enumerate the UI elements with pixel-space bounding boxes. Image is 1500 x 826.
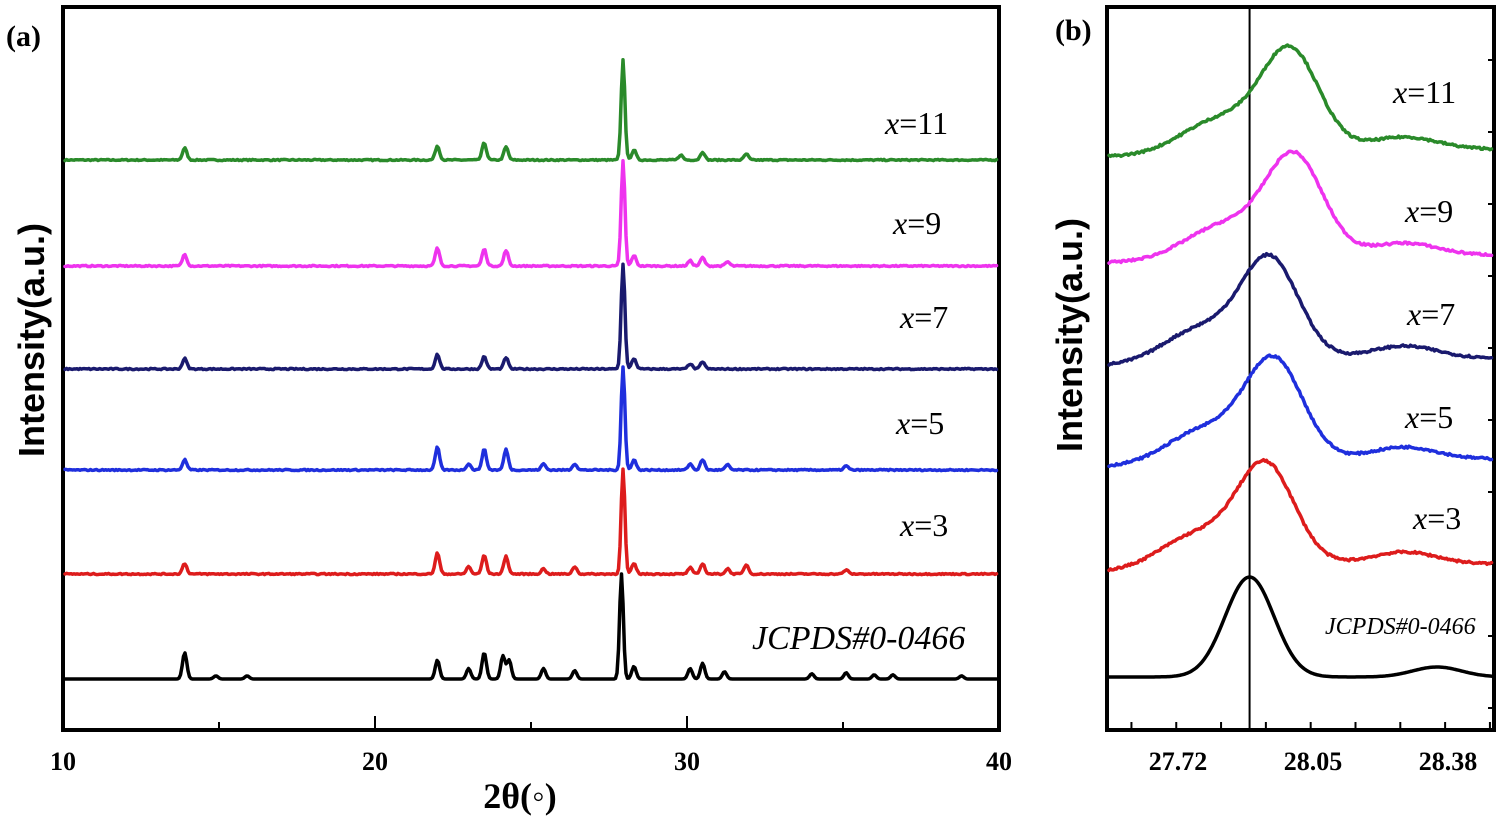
- trace-b-x5: [1107, 353, 1494, 469]
- x-tick-label-20: 20: [362, 747, 388, 776]
- trace-b-x7: [1107, 251, 1494, 367]
- series-label-x3-a: x=3: [899, 507, 948, 543]
- x-axis-title: 2θ(◦): [483, 776, 557, 816]
- panel-b-frame: [1105, 5, 1496, 732]
- trace-a-x5: [63, 365, 999, 473]
- series-label-x3-b: x=3: [1412, 500, 1461, 536]
- x-tick-label-10: 10: [50, 747, 76, 776]
- series-label-x9-b: x=9: [1404, 193, 1453, 229]
- panel-a: (a) 10 20 30 40 2θ(◦) Intensity(a.u.) x=…: [6, 5, 1012, 816]
- series-label-x11-b: x=11: [1392, 74, 1456, 110]
- series-label-x7-a: x=7: [899, 299, 948, 335]
- series-label-x5-a: x=5: [895, 405, 944, 441]
- x-tick-label-30: 30: [674, 747, 700, 776]
- series-label-x9-a: x=9: [892, 205, 941, 241]
- trace-b-x11: [1107, 43, 1494, 159]
- y-axis-title-a: Intensity(a.u.): [11, 223, 52, 457]
- panel-a-label: (a): [6, 20, 41, 53]
- series-label-x11-a: x=11: [884, 105, 948, 141]
- trace-a-x9: [63, 159, 999, 269]
- x-tick-label-28-05: 28.05: [1284, 747, 1343, 776]
- y-axis-title-b: Intensity(a.u.): [1049, 218, 1090, 452]
- series-label-jcpds-b: JCPDS#0-0466: [1325, 614, 1476, 640]
- series-label-x7-b: x=7: [1406, 296, 1455, 332]
- panel-b-x-ticks: [1130, 59, 1494, 730]
- panel-a-traces: [63, 58, 999, 681]
- panel-a-x-ticks: [62, 716, 1000, 730]
- panel-b-label: (b): [1055, 14, 1092, 47]
- panel-b: (b) 27.72 28.05 28.38 Intensity(a.u.) x=…: [1049, 5, 1496, 776]
- series-label-x5-b: x=5: [1404, 399, 1453, 435]
- x-tick-label-27-72: 27.72: [1149, 747, 1208, 776]
- trace-a-jcpds00466: [63, 572, 999, 681]
- trace-b-x3: [1107, 457, 1494, 573]
- panel-b-traces: [1107, 43, 1494, 679]
- series-label-jcpds-a: JCPDS#0-0466: [752, 620, 965, 657]
- trace-b-jcpds00466: [1107, 575, 1494, 679]
- trace-a-x7: [63, 262, 999, 372]
- x-tick-label-28-38: 28.38: [1419, 747, 1478, 776]
- trace-a-x3: [63, 467, 999, 577]
- trace-a-x11: [63, 58, 999, 163]
- x-tick-label-40: 40: [986, 747, 1012, 776]
- trace-b-x9: [1107, 149, 1494, 265]
